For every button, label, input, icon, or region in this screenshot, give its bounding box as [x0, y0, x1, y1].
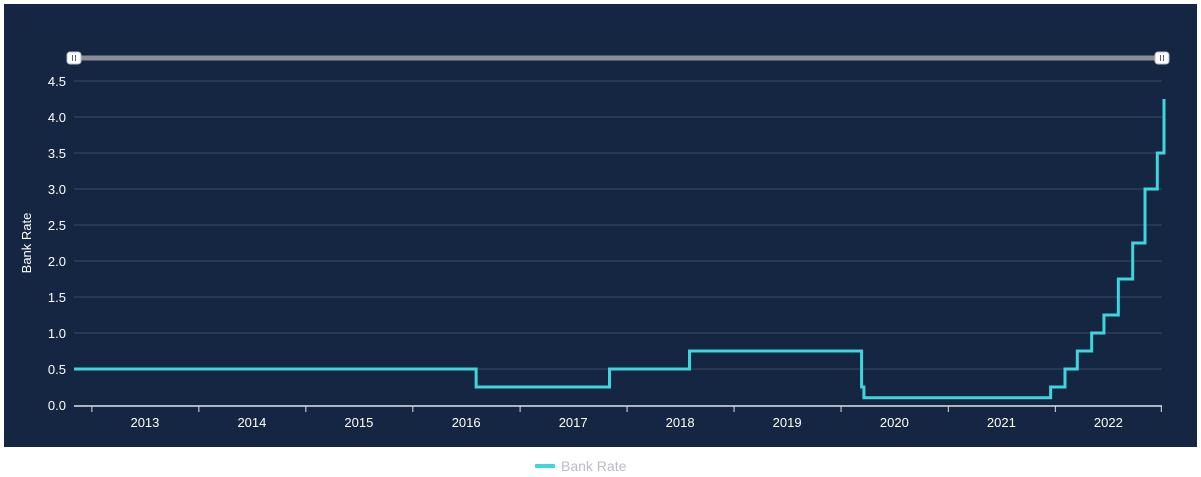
- x-tick-label: 2013: [130, 415, 159, 430]
- y-tick-label: 4.0: [48, 110, 66, 125]
- y-tick-label: 3.0: [48, 182, 66, 197]
- chart-panel: 0.0 0.5 1.0 1.5 2.0 2.5 3.0 3.5 4.0 4.5 2013 2014 2…: [4, 4, 1197, 447]
- range-navigator[interactable]: [66, 51, 1170, 65]
- y-axis-ticks: 0.0 0.5 1.0 1.5 2.0 2.5 3.0 3.5 4.0 4.5: [48, 74, 66, 413]
- x-axis-ticks: 2013 2014 2015 2016 2017 2018 2019 2020 2021 2022: [91, 406, 1162, 430]
- legend-label: Bank Rate: [561, 458, 627, 474]
- x-tick-label: 2021: [987, 415, 1016, 430]
- y-tick-label: 2.0: [48, 254, 66, 269]
- y-tick-label: 1.0: [48, 326, 66, 341]
- range-handle-right-icon[interactable]: [1154, 51, 1170, 65]
- x-tick-label: 2016: [452, 415, 481, 430]
- y-axis-title: Bank Rate: [19, 213, 34, 274]
- grid-lines: [74, 80, 1162, 370]
- y-tick-label: 2.5: [48, 218, 66, 233]
- y-tick-label: 3.5: [48, 146, 66, 161]
- x-tick-label: 2019: [773, 415, 802, 430]
- x-tick-label: 2018: [666, 415, 695, 430]
- bank-rate-chart: 0.00.51.01.52.02.53.03.54.04.5 2013 2014 2…: [19, 51, 1170, 430]
- x-tick-label: 2015: [344, 415, 373, 430]
- handle-body: [1154, 51, 1170, 65]
- x-tick-label: 2020: [880, 415, 909, 430]
- y-tick-label: 0.0: [48, 398, 66, 413]
- x-tick-label: 2017: [559, 415, 588, 430]
- series-line-bank-rate[interactable]: [74, 99, 1166, 400]
- legend-swatch: [535, 464, 555, 468]
- x-tick-label: 2014: [237, 415, 266, 430]
- legend[interactable]: Bank Rate: [535, 458, 626, 474]
- y-tick-label: 4.5: [48, 74, 66, 89]
- range-handle-left-icon[interactable]: [66, 51, 82, 65]
- y-tick-label: 1.5: [48, 290, 66, 305]
- x-tick-label: 2022: [1094, 415, 1123, 430]
- y-tick-label: 0.5: [48, 362, 66, 377]
- handle-body: [66, 51, 82, 65]
